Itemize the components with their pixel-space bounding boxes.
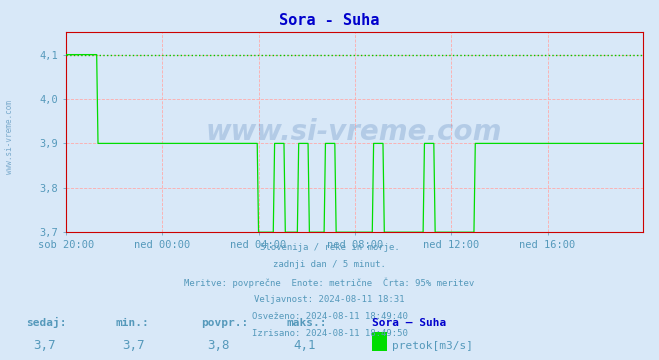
Text: sedaj:: sedaj: — [26, 317, 67, 328]
Text: 3,7: 3,7 — [122, 339, 144, 352]
Text: 3,8: 3,8 — [208, 339, 230, 352]
Text: 4,1: 4,1 — [293, 339, 316, 352]
Text: 3,7: 3,7 — [33, 339, 55, 352]
Text: pretok[m3/s]: pretok[m3/s] — [392, 341, 473, 351]
Text: zadnji dan / 5 minut.: zadnji dan / 5 minut. — [273, 260, 386, 269]
Text: www.si-vreme.com: www.si-vreme.com — [206, 118, 502, 146]
Text: Slovenija / reke in morje.: Slovenija / reke in morje. — [260, 243, 399, 252]
Text: povpr.:: povpr.: — [201, 318, 248, 328]
Text: Osveženo: 2024-08-11 18:49:40: Osveženo: 2024-08-11 18:49:40 — [252, 312, 407, 321]
Text: Sora – Suha: Sora – Suha — [372, 318, 447, 328]
Text: Sora - Suha: Sora - Suha — [279, 13, 380, 28]
Text: www.si-vreme.com: www.si-vreme.com — [5, 100, 14, 174]
Text: Izrisano: 2024-08-11 18:49:50: Izrisano: 2024-08-11 18:49:50 — [252, 329, 407, 338]
Text: Veljavnost: 2024-08-11 18:31: Veljavnost: 2024-08-11 18:31 — [254, 295, 405, 304]
Text: Meritve: povprečne  Enote: metrične  Črta: 95% meritev: Meritve: povprečne Enote: metrične Črta:… — [185, 278, 474, 288]
Text: maks.:: maks.: — [287, 318, 327, 328]
Text: min.:: min.: — [115, 318, 149, 328]
